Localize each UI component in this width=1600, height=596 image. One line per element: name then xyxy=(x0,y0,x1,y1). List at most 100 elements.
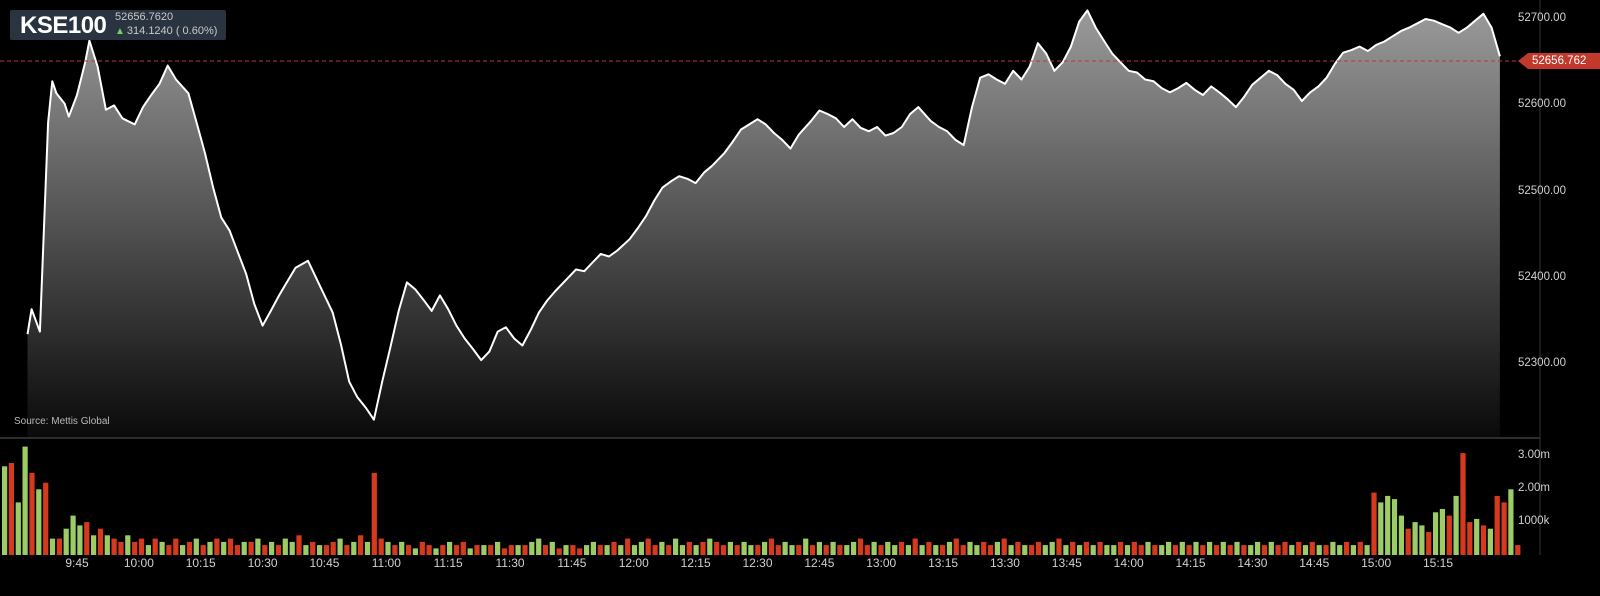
volume-bar xyxy=(474,545,480,555)
volume-bar xyxy=(310,541,316,555)
volume-bar xyxy=(803,538,809,555)
volume-bar xyxy=(1131,541,1137,555)
time-tick-label: 11:45 xyxy=(557,556,587,570)
price-tick-label: 52300.00 xyxy=(1518,357,1566,370)
volume-bar xyxy=(885,541,891,555)
volume-bar xyxy=(337,538,343,555)
time-tick-label: 10:00 xyxy=(123,556,154,570)
volume-bar xyxy=(686,541,692,555)
volume-bar xyxy=(303,545,309,555)
volume-bar xyxy=(426,545,432,555)
volume-bar xyxy=(1145,541,1151,555)
volume-bar xyxy=(453,545,460,555)
volume-bar xyxy=(399,541,405,555)
time-tick-label: 13:45 xyxy=(1051,556,1082,570)
volume-bar xyxy=(447,541,453,555)
volume-bar xyxy=(289,541,295,555)
volume-bar xyxy=(481,545,487,555)
volume-bar xyxy=(323,545,329,555)
volume-bar xyxy=(1159,545,1165,555)
time-tick-label: 14:45 xyxy=(1299,556,1330,570)
volume-bar xyxy=(132,541,138,555)
volume-bar xyxy=(981,541,987,555)
volume-bar xyxy=(1419,525,1425,555)
time-tick-label: 15:15 xyxy=(1422,556,1454,570)
volume-bar xyxy=(1439,509,1445,555)
volume-bar xyxy=(419,541,425,555)
volume-bar xyxy=(1350,545,1356,555)
volume-bar xyxy=(919,545,925,555)
volume-bar xyxy=(111,538,117,555)
volume-bar xyxy=(789,545,795,555)
symbol-name: KSE100 xyxy=(20,12,107,39)
volume-bar xyxy=(36,489,42,555)
price-tick-label: 52400.00 xyxy=(1518,271,1566,284)
time-tick-label: 12:15 xyxy=(680,556,711,570)
volume-bar xyxy=(1090,545,1096,555)
time-tick-label: 14:30 xyxy=(1237,556,1268,570)
volume-bar xyxy=(1289,545,1295,555)
volume-bar xyxy=(823,545,829,555)
volume-bar xyxy=(1494,495,1500,555)
volume-bar xyxy=(70,515,76,555)
volume-bar xyxy=(138,538,145,555)
volume-bar xyxy=(1207,541,1213,555)
volume-bar xyxy=(905,545,911,555)
volume-bar xyxy=(1330,541,1336,555)
volume-bar xyxy=(125,535,131,555)
volume-bar xyxy=(1515,545,1521,555)
volume-bar xyxy=(84,522,90,555)
volume-bar xyxy=(1453,495,1459,555)
volume-bar xyxy=(1111,545,1117,555)
volume-bar xyxy=(1371,492,1377,555)
volume-bar xyxy=(994,541,1000,555)
volume-bar xyxy=(816,541,822,555)
volume-bar xyxy=(727,541,733,555)
volume-bar xyxy=(248,541,254,555)
volume-bar xyxy=(330,541,336,555)
volume-bar xyxy=(1364,545,1370,555)
volume-bar xyxy=(118,541,124,555)
volume-bar xyxy=(91,535,97,555)
volume-bar xyxy=(898,541,905,555)
volume-bar xyxy=(152,538,158,555)
volume-bar xyxy=(1077,545,1083,555)
volume-bar xyxy=(830,541,836,555)
volume-bar xyxy=(577,548,583,555)
volume-bar xyxy=(563,545,569,555)
time-tick-label: 13:00 xyxy=(866,556,897,570)
volume-bar xyxy=(159,541,165,555)
time-tick-label: 10:45 xyxy=(309,556,340,570)
volume-bar xyxy=(1124,545,1131,555)
volume-bar xyxy=(234,545,240,555)
volume-bar xyxy=(460,541,466,555)
volume-bar xyxy=(1049,541,1055,555)
volume-bar xyxy=(214,538,220,555)
time-tick-label: 10:15 xyxy=(185,556,216,570)
volume-bar xyxy=(864,545,870,555)
volume-bar xyxy=(1261,545,1267,555)
volume-bar xyxy=(892,545,898,555)
time-tick-label: 12:45 xyxy=(804,556,835,570)
volume-bar xyxy=(734,545,740,555)
volume-bar xyxy=(837,545,843,555)
volume-bar xyxy=(1474,518,1480,555)
volume-bar xyxy=(392,545,398,555)
volume-bar xyxy=(1056,538,1062,555)
volume-bar xyxy=(467,548,473,555)
volume-bar xyxy=(570,545,576,555)
volume-bar xyxy=(296,535,302,555)
volume-bar xyxy=(97,528,104,555)
volume-bar xyxy=(406,545,412,555)
volume-bar xyxy=(960,545,966,555)
volume-tick-label: 1000k xyxy=(1518,515,1550,528)
volume-bar xyxy=(371,472,377,555)
volume-bar xyxy=(1268,541,1274,555)
volume-bar xyxy=(1015,541,1021,555)
volume-bar xyxy=(652,545,658,555)
volume-bar xyxy=(584,545,590,555)
volume-bar xyxy=(508,545,514,555)
time-tick-label: 12:30 xyxy=(742,556,773,570)
volume-bar xyxy=(145,545,151,555)
last-price: 52656.7620 xyxy=(115,11,174,23)
